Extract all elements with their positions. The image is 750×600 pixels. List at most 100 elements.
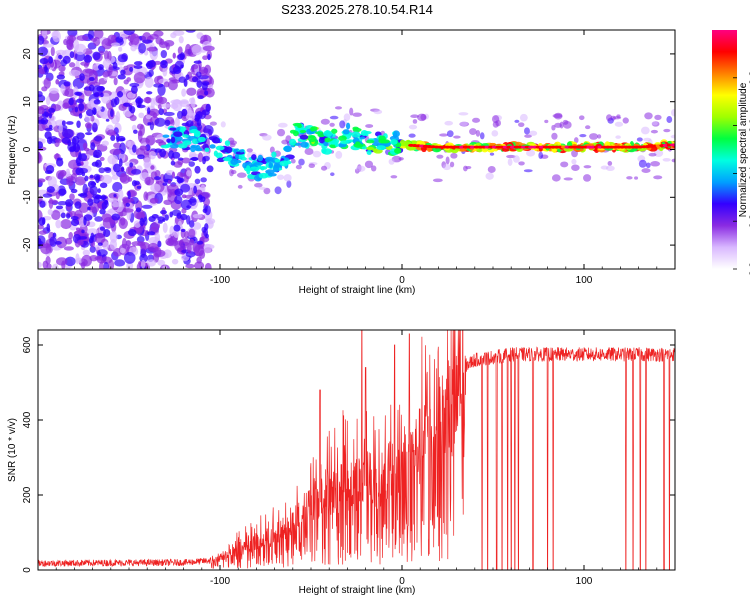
heatmap-blob (188, 161, 196, 167)
heatmap-blob (90, 232, 95, 241)
heatmap-blob (292, 122, 302, 127)
heatmap-blob (236, 172, 247, 178)
heatmap-blob (209, 144, 216, 149)
heatmap-blob (43, 43, 55, 48)
heatmap-blob (139, 124, 145, 136)
heatmap-blob (279, 160, 289, 167)
heatmap-blob (197, 136, 206, 143)
heatmap-blob (125, 202, 131, 207)
heatmap-blob (58, 188, 67, 196)
heatmap-blob (459, 121, 468, 127)
heatmap-blob (108, 64, 113, 76)
heatmap-blob (670, 134, 675, 139)
heatmap-blob (139, 217, 145, 227)
heatmap-blob (106, 129, 116, 137)
heatmap-blob (323, 130, 333, 137)
heatmap-blob (636, 137, 643, 142)
heatmap-blob (253, 161, 264, 166)
heatmap-blob (442, 163, 452, 171)
heatmap-blob (300, 141, 309, 148)
heatmap-blob (68, 97, 74, 106)
heatmap-blob (76, 120, 81, 129)
heatmap-blob (489, 152, 495, 156)
heatmap-blob (366, 150, 372, 155)
heatmap-blob (83, 214, 93, 221)
heatmap-blob (131, 168, 142, 175)
heatmap-blob (162, 134, 170, 138)
y-tick-label: 0 (22, 567, 33, 573)
heatmap-blob (137, 154, 145, 160)
heatmap-blob (77, 239, 84, 246)
heatmap-blob (122, 196, 129, 204)
heatmap-blob (171, 79, 181, 84)
heatmap-blob (324, 137, 331, 143)
heatmap-blob (119, 247, 126, 254)
heatmap-blob (56, 158, 64, 167)
heatmap-blob (56, 257, 68, 266)
heatmap-blob (75, 91, 83, 97)
heatmap-blob (143, 97, 153, 104)
heatmap-blob (526, 149, 536, 157)
heatmap-blob (278, 122, 288, 128)
heatmap-blob (49, 236, 57, 247)
heatmap-blob (43, 77, 51, 89)
heatmap-blob (78, 102, 85, 112)
heatmap-blob (79, 192, 88, 198)
heatmap-blob (89, 76, 95, 82)
heatmap-blob (298, 158, 305, 166)
heatmap-blob (271, 151, 277, 158)
heatmap-blob (99, 261, 104, 269)
heatmap-blob (519, 113, 528, 122)
heatmap-blob (127, 229, 137, 237)
heatmap-blob (109, 231, 118, 243)
heatmap-blob (191, 44, 203, 56)
colorbar-tick-label: 0.6 (749, 118, 750, 132)
heatmap-blob (195, 71, 202, 78)
heatmap-blob (46, 119, 57, 128)
heatmap-blob (186, 120, 194, 128)
heatmap-blob (184, 231, 190, 239)
heatmap-blob (204, 90, 209, 96)
heatmap-blob (222, 156, 232, 162)
heatmap-blob (185, 263, 195, 269)
heatmap-blob (38, 106, 45, 115)
heatmap-blob (506, 154, 516, 159)
heatmap-blob (230, 158, 239, 165)
heatmap-blob (170, 103, 179, 109)
heatmap-blob (39, 200, 46, 208)
heatmap-blob (93, 92, 100, 98)
heatmap-blob (46, 186, 55, 193)
heatmap-blob (95, 174, 100, 184)
heatmap-blob (57, 201, 68, 206)
colorbar: 0.0 0.2 0.4 0.6 0.8 Normalized spectral ampl… (712, 30, 750, 276)
heatmap-blob (207, 219, 214, 229)
heatmap-blob (99, 182, 108, 189)
heatmap-blob (172, 52, 176, 59)
heatmap-blob (103, 228, 111, 238)
heatmap-blob (143, 157, 152, 167)
heatmap-blob (290, 158, 296, 164)
heatmap-blob (141, 39, 153, 44)
heatmap-blob (626, 176, 633, 180)
heatmap-blob (91, 107, 97, 115)
heatmap-blob (98, 167, 106, 174)
heatmap-blob (127, 190, 131, 200)
heatmap-blob (394, 148, 402, 154)
heatmap-blob (662, 158, 671, 162)
heatmap-blob (67, 140, 72, 147)
heatmap-blob (213, 150, 218, 157)
heatmap-blob (559, 121, 564, 129)
heatmap-blob (48, 56, 54, 64)
heatmap-blob (104, 50, 109, 61)
colorbar-tick-label: 0.0 (749, 262, 750, 276)
heatmap-blob (64, 256, 76, 267)
heatmap-blob (146, 91, 153, 95)
heatmap-blob (524, 127, 530, 135)
heatmap-blob (125, 240, 132, 247)
heatmap-blob (320, 118, 330, 125)
heatmap-blob (199, 66, 208, 77)
heatmap-blob (202, 55, 209, 61)
heatmap-blob (180, 64, 184, 69)
heatmap-blob (96, 249, 108, 257)
